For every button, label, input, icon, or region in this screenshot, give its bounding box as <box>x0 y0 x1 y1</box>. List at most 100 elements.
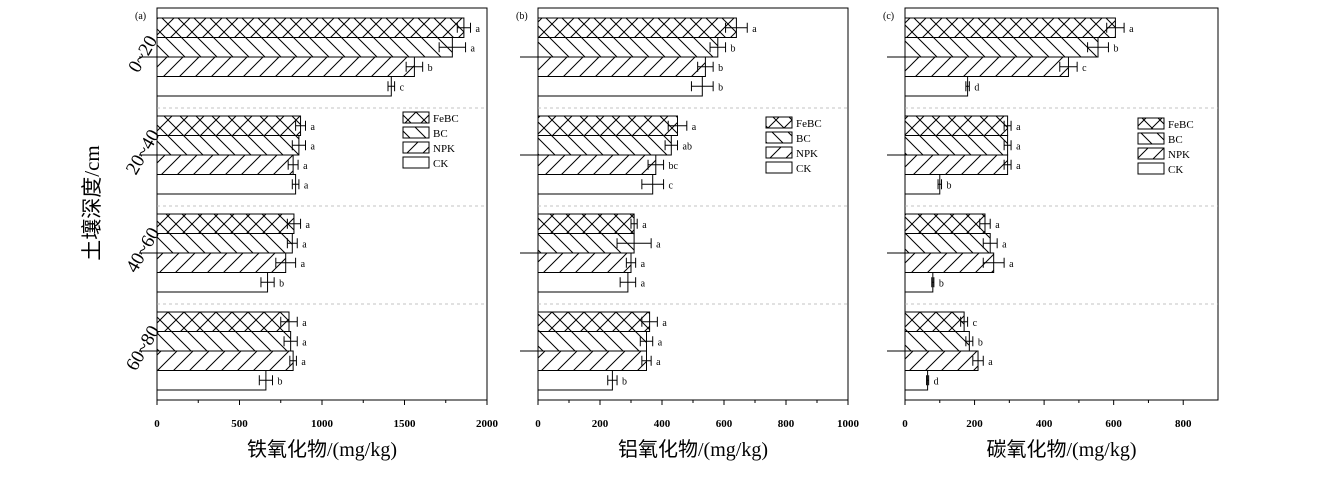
legend: FeBC BC NPK CK <box>1137 117 1194 176</box>
legend-label: FeBC <box>796 118 822 130</box>
significance-letter: a <box>658 337 663 348</box>
panel-label: (a) <box>135 11 146 22</box>
bar-febc <box>904 213 986 234</box>
legend-swatch-ck <box>765 161 793 174</box>
bar-febc <box>537 115 678 136</box>
bar-bc <box>537 135 672 156</box>
bar-bc <box>537 331 647 352</box>
bar-ck <box>904 272 934 293</box>
x-tick-label: 1000 <box>837 418 860 430</box>
significance-letter: c <box>669 180 674 191</box>
significance-letter: a <box>641 259 646 270</box>
bar-febc <box>156 213 295 234</box>
significance-letter: b <box>731 43 736 54</box>
panel-label: (b) <box>516 11 528 22</box>
bar-npk <box>156 154 294 175</box>
y-axis-title: 土壤深度/cm <box>80 145 104 261</box>
bar-ck <box>156 272 269 293</box>
bar-bc <box>156 135 300 156</box>
chart-panel-1: 0 500 1000 1500 2000(a)铁氧化物/(mg/kg)aaaaaaaab… <box>135 7 499 461</box>
significance-letter: b <box>622 376 627 387</box>
significance-letter: a <box>476 24 481 35</box>
legend: FeBC BC NPK CK <box>765 116 822 175</box>
x-tick-label: 400 <box>654 418 671 430</box>
significance-letter: a <box>311 122 316 133</box>
legend-swatch-febc <box>1137 117 1165 130</box>
legend-label: NPK <box>1168 149 1190 161</box>
significance-letter: a <box>302 239 307 250</box>
chart-panel-2: 0 200 400 600 800 1000(b)铝氧化物/(mg/kg)aaaababa… <box>516 7 860 461</box>
significance-letter: a <box>752 24 757 35</box>
legend-label: CK <box>1168 164 1183 176</box>
bar-npk <box>537 56 706 77</box>
legend-label: CK <box>433 158 448 170</box>
x-tick-label: 1000 <box>311 418 334 430</box>
legend-label: BC <box>796 133 811 145</box>
x-tick-label: 600 <box>1105 418 1122 430</box>
bar-ck <box>904 76 969 97</box>
significance-letter: a <box>642 220 647 231</box>
legend-label: NPK <box>433 143 455 155</box>
bar-ck <box>904 174 941 195</box>
bar-bc <box>156 331 292 352</box>
legend-swatch-npk <box>402 141 430 154</box>
x-tick-label: 0 <box>535 418 541 430</box>
bar-ck <box>156 174 297 195</box>
legend-swatch-bc <box>765 131 793 144</box>
x-tick-label: 1500 <box>394 418 417 430</box>
significance-letter: ab <box>683 141 692 152</box>
bar-bc <box>904 233 991 254</box>
panel-label: (c) <box>883 11 894 22</box>
significance-letter: b <box>1113 43 1118 54</box>
significance-letter: a <box>301 259 306 270</box>
significance-letter: a <box>656 239 661 250</box>
legend-swatch-ck <box>402 156 430 169</box>
significance-letter: b <box>279 278 284 289</box>
bar-npk <box>156 350 294 371</box>
bar-npk <box>904 252 995 273</box>
significance-letter: a <box>471 43 476 54</box>
bar-npk <box>537 252 632 273</box>
significance-letter: d <box>974 82 979 93</box>
significance-letter: a <box>311 141 316 152</box>
legend-label: BC <box>1168 134 1183 146</box>
bar-bc <box>904 331 970 352</box>
significance-letter: a <box>1002 239 1007 250</box>
bar-febc <box>537 17 737 38</box>
chart-panel-3: 0 200 400 600 800(c)碳氧化物/(mg/kg)aaacbaabcaaa… <box>883 7 1219 461</box>
significance-letter: b <box>718 63 723 74</box>
significance-letter: a <box>302 318 307 329</box>
bar-ck <box>904 370 929 391</box>
significance-letter: c <box>400 82 405 93</box>
bar-febc <box>156 311 290 332</box>
significance-letter: a <box>995 220 1000 231</box>
significance-letter: bc <box>669 161 679 172</box>
significance-letter: a <box>306 220 311 231</box>
bar-ck <box>156 76 392 97</box>
significance-letter: a <box>1129 24 1134 35</box>
x-tick-label: 200 <box>592 418 609 430</box>
significance-letter: a <box>1016 161 1021 172</box>
bar-febc <box>904 115 1009 136</box>
significance-letter: d <box>934 376 939 387</box>
significance-letter: a <box>662 318 667 329</box>
significance-letter: a <box>656 357 661 368</box>
legend-swatch-ck <box>1137 162 1165 175</box>
significance-letter: b <box>718 82 723 93</box>
legend-label: NPK <box>796 148 818 160</box>
bar-ck <box>537 174 654 195</box>
bar-febc <box>904 311 965 332</box>
x-tick-label: 500 <box>231 418 248 430</box>
x-tick-label: 600 <box>716 418 733 430</box>
significance-letter: a <box>304 180 309 191</box>
bar-bc <box>156 233 293 254</box>
bar-npk <box>904 350 979 371</box>
significance-letter: c <box>973 318 978 329</box>
plot-frame <box>904 7 1219 401</box>
significance-letter: a <box>1016 122 1021 133</box>
significance-letter: a <box>303 161 308 172</box>
bar-ck <box>537 76 703 97</box>
legend: FeBC BC NPK CK <box>402 111 459 170</box>
